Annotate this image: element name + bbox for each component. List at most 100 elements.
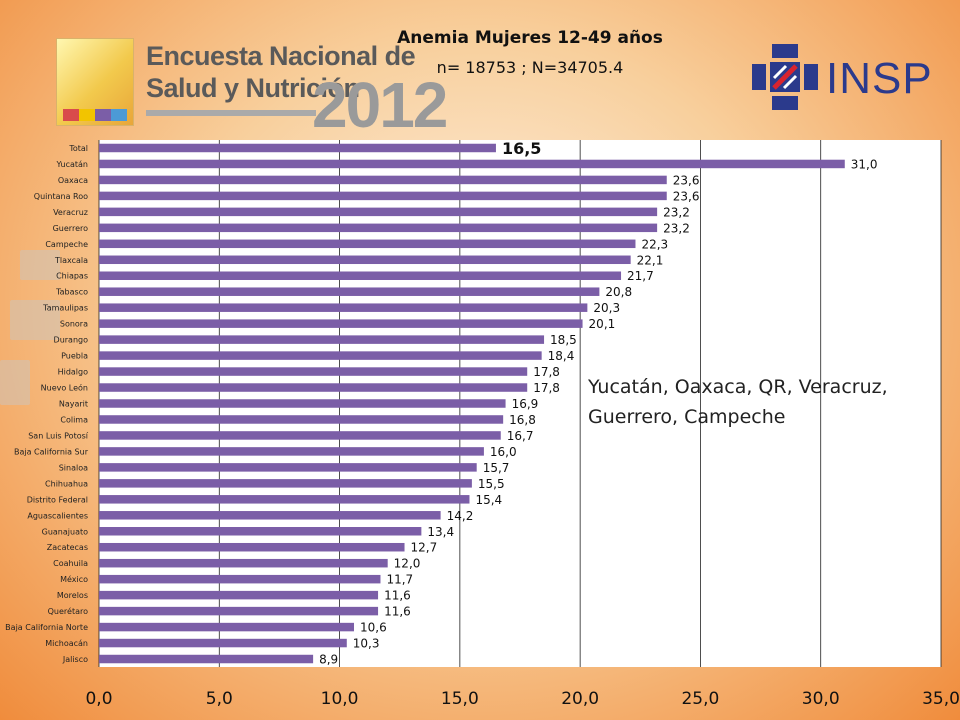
mexico-map-icon — [56, 38, 134, 126]
bar — [99, 638, 347, 648]
data-label: 10,3 — [353, 637, 380, 651]
data-label: 12,7 — [411, 541, 438, 555]
bar — [99, 383, 528, 392]
bar — [99, 223, 658, 233]
bar — [99, 495, 470, 504]
bar — [99, 175, 667, 185]
y-tick-label: Guerrero — [53, 224, 88, 233]
data-label: 23,2 — [663, 221, 690, 235]
y-tick-label: México — [60, 574, 88, 584]
data-label: 20,1 — [589, 317, 616, 331]
y-tick-label: Distrito Federal — [27, 495, 88, 504]
x-tick-label: 30,0 — [802, 689, 840, 709]
y-tick-label: Sonora — [60, 320, 88, 329]
data-label: 15,5 — [478, 477, 505, 491]
data-labels: 16,5 31,0 23,6 23,6 23,2 23,2 22,3 22,1 21,7 20,8… — [319, 139, 877, 667]
bar — [99, 622, 355, 632]
ensanut-year: 2012 — [312, 69, 448, 141]
x-tick-label: 10,0 — [321, 689, 359, 709]
ensanut-line-1: Encuesta Nacional de — [146, 41, 416, 71]
ensanut-line-2: Salud y Nutrición — [146, 73, 360, 103]
bar — [99, 527, 422, 536]
data-label: 21,7 — [627, 269, 654, 283]
insp-mark-icon — [752, 44, 818, 110]
bar — [99, 319, 583, 328]
bar — [99, 447, 484, 456]
bars — [99, 143, 845, 664]
bar — [99, 415, 504, 424]
y-tick-label: Aguascalientes — [27, 511, 88, 520]
x-tick-label: 15,0 — [441, 689, 479, 709]
y-tick-label: Jalisco — [62, 655, 88, 664]
y-tick-label: Puebla — [61, 352, 88, 361]
data-label: 16,9 — [512, 397, 539, 411]
data-label: 11,6 — [384, 589, 411, 603]
y-tick-label: Baja California Norte — [5, 623, 88, 632]
data-label: 16,5 — [502, 139, 541, 158]
bar — [99, 351, 542, 360]
bar — [99, 399, 506, 408]
color-strip-icon — [63, 109, 127, 121]
bar — [99, 590, 379, 600]
x-tick-label: 35,0 — [922, 689, 960, 709]
data-label: 23,2 — [663, 205, 690, 219]
data-label: 16,0 — [490, 445, 517, 459]
bar — [99, 335, 545, 344]
y-tick-label: Chiapas — [56, 272, 88, 281]
y-tick-label: Sinaloa — [59, 463, 88, 472]
bar — [99, 159, 845, 169]
y-tick-label: Guanajuato — [42, 527, 88, 536]
bar — [99, 606, 379, 616]
data-label: 23,6 — [673, 189, 700, 203]
y-tick-label: Zacatecas — [47, 543, 88, 552]
ensanut-underline — [146, 110, 316, 116]
y-tick-label: Morelos — [57, 591, 88, 600]
page-subtitle: n= 18753 ; N=34705.4 — [436, 58, 624, 77]
data-label: 20,3 — [593, 301, 620, 315]
data-label: 10,6 — [360, 621, 387, 635]
states-annotation: Yucatán, Oaxaca, QR, Veracruz, Guerrero,… — [588, 376, 888, 428]
data-label: 23,6 — [673, 173, 700, 187]
x-tick-label: 25,0 — [681, 689, 719, 709]
x-tick-label: 20,0 — [561, 689, 599, 709]
y-tick-label: Colima — [60, 415, 88, 424]
data-label: 22,1 — [637, 253, 664, 267]
ensanut-logo-text: Encuesta Nacional de Salud y Nutrición — [146, 40, 416, 104]
insp-logo: INSP — [752, 44, 932, 110]
y-axis-labels: Total Yucatán Oaxaca Quintana Roo Veracruz Gu… — [5, 144, 89, 664]
data-label: 15,7 — [483, 461, 510, 475]
background-decoration — [10, 300, 60, 340]
bar — [99, 431, 501, 440]
data-label: 20,8 — [605, 285, 632, 299]
bar — [99, 511, 441, 520]
background-decoration — [0, 360, 30, 405]
y-tick-label: Oaxaca — [58, 176, 88, 185]
y-tick-label: Chihuahua — [45, 479, 88, 488]
bar — [99, 654, 314, 664]
data-label: 11,6 — [384, 605, 411, 619]
y-tick-label: Nuevo León — [41, 383, 88, 393]
data-label: 16,7 — [507, 429, 534, 443]
y-tick-label: Baja California Sur — [14, 447, 89, 456]
y-tick-label: Campeche — [45, 240, 88, 249]
page-title: Anemia Mujeres 12-49 años — [397, 28, 663, 48]
y-tick-label: Hidalgo — [58, 368, 89, 377]
data-label: 11,7 — [386, 573, 413, 587]
x-tick-label: 5,0 — [206, 689, 233, 709]
data-label: 12,0 — [394, 557, 421, 571]
bar — [99, 463, 477, 472]
data-label: 18,4 — [548, 349, 575, 363]
insp-logo-text: INSP — [826, 54, 933, 103]
y-tick-label: Quintana Roo — [34, 192, 88, 201]
header: Anemia Mujeres 12-49 años n= 18753 ; N=3… — [370, 28, 690, 77]
bar — [99, 542, 405, 552]
y-tick-label: Tlaxcala — [54, 256, 88, 265]
bar — [99, 239, 636, 249]
bar — [99, 303, 588, 312]
y-tick-label: San Luis Potosí — [28, 431, 89, 440]
data-label: 17,8 — [533, 381, 560, 395]
bar — [99, 479, 472, 488]
y-tick-label: Yucatán — [56, 160, 88, 169]
data-label: 16,8 — [509, 413, 536, 427]
